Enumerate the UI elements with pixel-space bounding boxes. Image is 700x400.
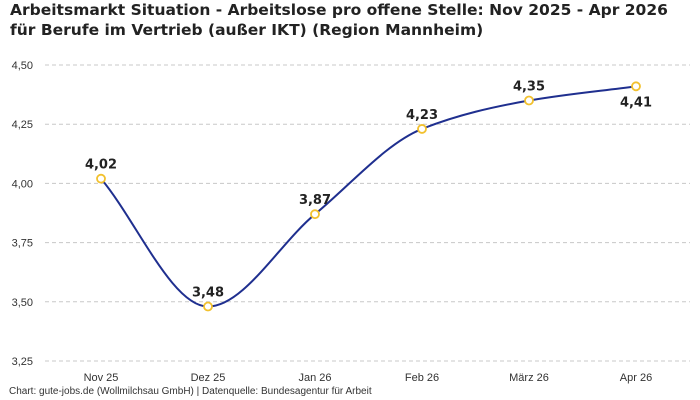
data-label: 4,35 — [513, 80, 545, 95]
grid-lines — [45, 64, 690, 362]
data-point — [203, 301, 213, 312]
data-point — [631, 81, 641, 92]
data-point — [417, 124, 427, 134]
y-tick-label: 3,25 — [12, 356, 33, 368]
data-label: 3,87 — [299, 193, 331, 208]
data-label: 3,48 — [192, 286, 224, 301]
data-label: 4,02 — [85, 158, 117, 173]
x-tick-label: Jan 26 — [298, 372, 331, 384]
chart-footer: Chart: gute-jobs.de (Wollmilchsau GmbH) … — [9, 386, 372, 397]
y-tick-label: 3,50 — [12, 297, 33, 309]
data-point — [524, 95, 534, 106]
x-tick-label: Apr 26 — [620, 372, 652, 384]
y-tick-label: 4,25 — [12, 119, 33, 131]
x-axis-ticks: Nov 25 Dez 25 Jan 26 Feb 26 März 26 Apr 26 — [84, 372, 653, 384]
data-label: 4,41 — [620, 95, 652, 110]
x-tick-label: März 26 — [509, 372, 549, 384]
series-line — [100, 85, 637, 308]
y-tick-label: 4,00 — [12, 178, 33, 190]
y-tick-label: 4,50 — [12, 60, 33, 72]
y-tick-label: 3,75 — [12, 238, 33, 250]
y-axis-ticks: 3,25 3,50 3,75 4,00 4,25 4,50 — [12, 60, 33, 368]
series-layer: 4,02 3,48 3,87 4,23 4,35 4,41 — [85, 80, 652, 312]
x-tick-label: Feb 26 — [405, 372, 439, 384]
x-tick-label: Nov 25 — [84, 372, 119, 384]
data-label: 4,23 — [406, 108, 438, 123]
data-point — [96, 173, 106, 184]
x-tick-label: Dez 25 — [191, 372, 226, 384]
chart-title: Arbeitsmarkt Situation - Arbeitslose pro… — [10, 1, 668, 39]
data-point — [310, 209, 320, 220]
